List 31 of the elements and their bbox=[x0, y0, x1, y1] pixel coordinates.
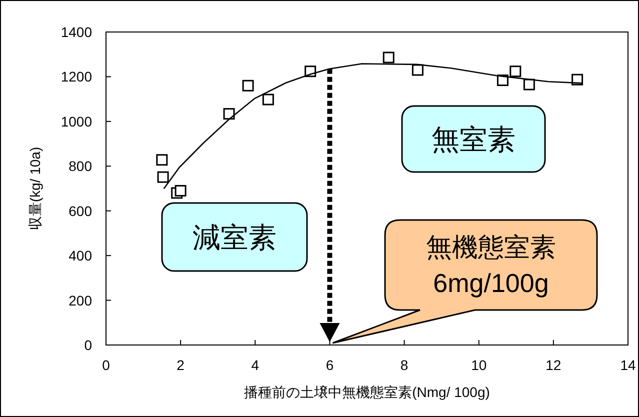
point bbox=[262, 94, 274, 106]
x-tick-label: 4 bbox=[251, 357, 260, 373]
point bbox=[242, 80, 254, 92]
x-tick-label: 6 bbox=[326, 357, 334, 373]
y-tick-label: 200 bbox=[68, 292, 92, 308]
x-tick-label: 2 bbox=[176, 357, 185, 373]
point bbox=[382, 52, 394, 64]
y-tick-label: 600 bbox=[68, 202, 92, 219]
y-tick-label: 0 bbox=[84, 337, 92, 353]
y-tick-label: 800 bbox=[68, 158, 92, 174]
y-tick-label: 1400 bbox=[60, 24, 92, 40]
y-tick-label: 1000 bbox=[60, 113, 92, 130]
y-tick-label: 400 bbox=[68, 248, 92, 264]
x-tick-label: 0 bbox=[102, 357, 110, 373]
x-tick-label: 10 bbox=[471, 357, 487, 373]
point bbox=[174, 184, 186, 196]
x-tick-label: 8 bbox=[400, 357, 408, 373]
point bbox=[223, 108, 235, 120]
x-axis-title: 播種前の土壌中無機態室素(Nmg/ 100g) bbox=[244, 384, 490, 400]
point bbox=[523, 78, 535, 90]
y-axis-title: 収量(kg/ 10a) bbox=[27, 146, 43, 230]
x-tick-label: 14 bbox=[620, 357, 636, 373]
annotation: 無室素 bbox=[432, 124, 516, 155]
annotation: 無機態室素 6mg/100g bbox=[426, 232, 556, 298]
point bbox=[157, 171, 169, 183]
point bbox=[412, 64, 424, 76]
y-tick-label: 1200 bbox=[60, 68, 92, 85]
point bbox=[510, 66, 522, 78]
point bbox=[156, 154, 168, 166]
annotation: 減室素 bbox=[192, 222, 276, 253]
x-tick-label: 12 bbox=[546, 357, 562, 373]
